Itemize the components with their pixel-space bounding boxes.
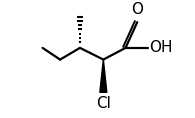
Text: OH: OH — [150, 40, 173, 55]
Text: O: O — [131, 2, 143, 17]
Polygon shape — [100, 60, 107, 92]
Text: Cl: Cl — [96, 97, 111, 112]
